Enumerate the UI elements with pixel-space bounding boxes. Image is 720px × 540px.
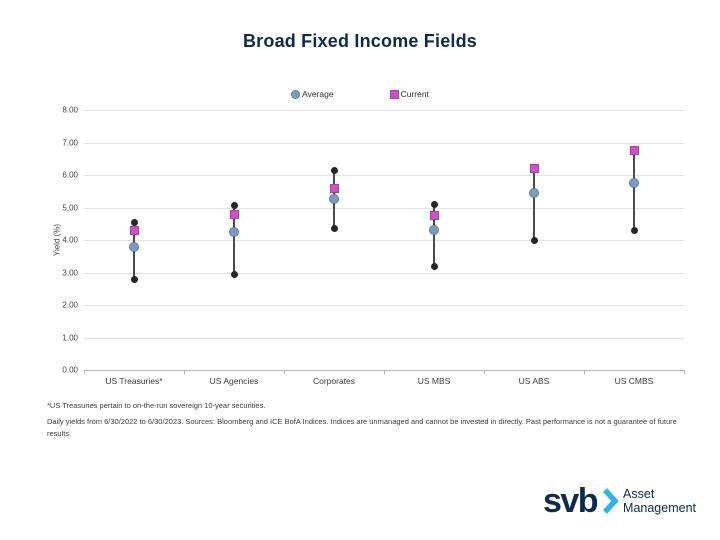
x-axis-tick	[584, 370, 585, 374]
gridline	[84, 337, 684, 339]
x-axis-tick	[84, 370, 85, 374]
x-axis-labels: US Treasuries* US Agencies Corporates US MB…	[84, 376, 684, 390]
min-dot	[230, 270, 238, 278]
legend-item-current: Current	[389, 89, 429, 99]
current-marker	[129, 225, 139, 235]
x-tick-label: US CMBS	[614, 376, 654, 386]
current-marker	[429, 211, 439, 221]
x-axis-tick	[484, 370, 485, 374]
average-marker	[629, 178, 639, 189]
y-tick-label: 0.00	[62, 365, 78, 375]
svb-chevron-icon	[602, 488, 619, 514]
gridline	[84, 142, 684, 144]
average-marker	[229, 226, 239, 237]
max-dot	[330, 166, 338, 174]
svb-brand-line1: Asset	[623, 487, 655, 501]
y-tick-label: 5.00	[62, 203, 78, 212]
average-marker	[529, 187, 539, 198]
gridline	[84, 110, 684, 111]
chart-title: Broad Fixed Income Fields	[242, 31, 478, 51]
average-marker	[429, 225, 439, 236]
average-marker-icon	[291, 89, 301, 99]
svb-wordmark: svb	[542, 482, 599, 520]
current-marker	[629, 146, 639, 156]
current-marker	[529, 164, 539, 173]
y-tick-label: 2.00	[62, 300, 78, 310]
max-dot	[430, 200, 438, 208]
x-tick-label: US ABS	[518, 376, 550, 386]
min-dot	[330, 225, 338, 233]
current-marker	[229, 209, 239, 219]
svb-brand-line2: Management	[623, 501, 696, 515]
max-dot	[130, 218, 138, 226]
range-line	[633, 149, 635, 231]
average-marker	[329, 194, 339, 205]
y-tick-label: 8.00	[62, 105, 78, 115]
gridline	[84, 272, 684, 274]
x-axis-tick	[384, 370, 385, 374]
y-tick-label: 4.00	[62, 235, 78, 245]
x-tick-label: US MBS	[417, 376, 451, 386]
y-tick-label: 6.00	[62, 170, 78, 180]
x-tick-label: Corporates	[312, 376, 356, 386]
average-marker	[129, 241, 139, 252]
current-marker	[329, 183, 339, 193]
gridline	[84, 175, 684, 176]
x-tick-label: US Agencies	[209, 376, 259, 386]
y-tick-label: 3.00	[62, 268, 78, 277]
y-tick-label: 1.00	[62, 333, 78, 342]
legend: Average Current	[0, 89, 720, 99]
min-dot	[530, 236, 538, 244]
legend-item-average: Average	[291, 89, 334, 99]
current-marker-icon	[389, 89, 399, 99]
max-dot	[230, 202, 238, 210]
plot-area	[84, 110, 685, 374]
gridline	[84, 240, 684, 241]
y-axis: 0.00 1.00 2.00 3.00 4.00 5.00 6.00 7.00 8.00	[38, 106, 78, 375]
footnote-sources: Daily yields from 6/30/2022 to 6/30/2023…	[47, 417, 677, 438]
gridline	[84, 305, 684, 306]
y-tick-label: 7.00	[62, 138, 78, 147]
x-axis-tick	[684, 370, 685, 374]
x-axis-tick	[284, 370, 285, 374]
footnotes: *US Treasuries pertain to on-the-run sov…	[47, 400, 699, 439]
min-dot	[430, 262, 438, 270]
legend-label-average: Average	[302, 89, 334, 99]
min-dot	[130, 275, 138, 283]
range-line	[433, 204, 435, 266]
footnote-treasuries: *US Treasuries pertain to on-the-run sov…	[47, 401, 266, 410]
gridline	[84, 207, 684, 209]
min-dot	[630, 226, 638, 234]
svb-brand-text: Asset Management	[623, 487, 696, 515]
svb-logo: svb Asset Management	[543, 484, 696, 518]
legend-label-current: Current	[400, 89, 429, 99]
range-line	[233, 205, 235, 275]
range-line	[533, 168, 535, 240]
x-tick-label: US Treasuries*	[105, 376, 163, 386]
x-axis-tick	[184, 370, 185, 374]
